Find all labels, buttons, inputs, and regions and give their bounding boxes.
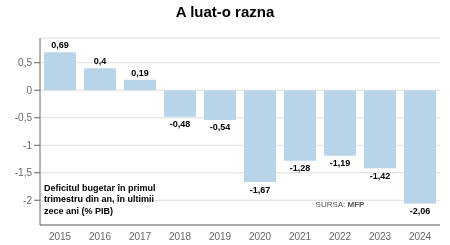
- svg-text:-1,5: -1,5: [15, 167, 33, 178]
- svg-text:2015: 2015: [49, 231, 72, 242]
- html-text:Deficitul bugetar în primul tr: Deficitul bugetar în primul trimestru di…: [44, 182, 156, 216]
- svg-text:0: 0: [26, 85, 32, 96]
- html-text:A luat-o razna: A luat-o razna: [175, 3, 275, 20]
- svg-text:2019: 2019: [209, 231, 232, 242]
- svg-text:-1,67: -1,67: [250, 185, 271, 195]
- svg-text:0,4: 0,4: [94, 56, 107, 66]
- svg-text:2018: 2018: [169, 231, 192, 242]
- svg-text:-0,54: -0,54: [210, 122, 231, 132]
- svg-text:2023: 2023: [369, 231, 392, 242]
- svg-text:2020: 2020: [249, 231, 272, 242]
- svg-text:-1,28: -1,28: [290, 163, 311, 173]
- svg-text:2024: 2024: [409, 231, 432, 242]
- svg-text:2017: 2017: [129, 231, 152, 242]
- svg-text:0,19: 0,19: [131, 68, 149, 78]
- svg-text:-2,06: -2,06: [410, 206, 431, 216]
- svg-text:-0,5: -0,5: [15, 112, 33, 123]
- svg-text:2021: 2021: [289, 231, 312, 242]
- svg-text:-1: -1: [23, 140, 32, 151]
- svg-text:-1,19: -1,19: [330, 158, 351, 168]
- svg-text:-1,42: -1,42: [370, 171, 391, 181]
- svg-text:-0,48: -0,48: [170, 119, 191, 129]
- svg-text:0,69: 0,69: [51, 40, 69, 50]
- svg-text:2016: 2016: [89, 231, 112, 242]
- html-text:SURSA: MFP: SURSA: MFP: [315, 200, 365, 210]
- svg-text:-2: -2: [23, 195, 32, 206]
- svg-text:0,5: 0,5: [18, 57, 32, 68]
- svg-text:2022: 2022: [329, 231, 352, 242]
